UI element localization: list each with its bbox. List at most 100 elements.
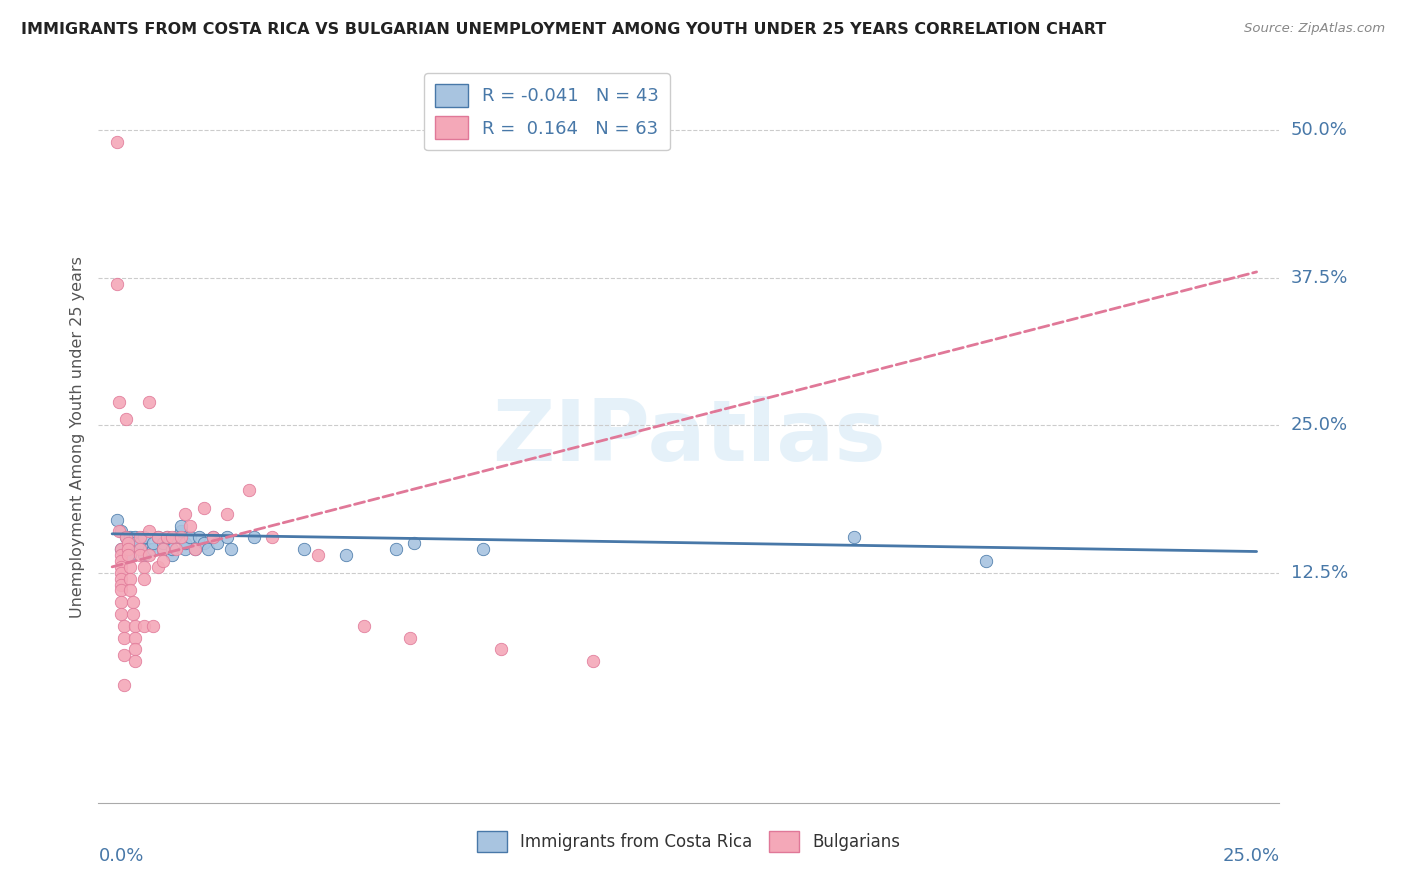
Text: 37.5%: 37.5% — [1291, 268, 1348, 287]
Point — [160, 548, 183, 562]
Point — [112, 619, 135, 633]
Point — [105, 135, 128, 149]
Point — [120, 572, 142, 586]
Point — [174, 507, 197, 521]
Point — [110, 577, 132, 591]
Point — [110, 566, 132, 580]
Point — [582, 654, 605, 668]
Point — [262, 530, 284, 544]
Point — [160, 530, 183, 544]
Point — [128, 536, 150, 550]
Point — [243, 530, 266, 544]
Point — [124, 654, 146, 668]
Point — [115, 530, 138, 544]
Text: 0.0%: 0.0% — [98, 847, 143, 864]
Point — [170, 524, 193, 539]
Point — [120, 559, 142, 574]
Point — [152, 542, 174, 557]
Point — [215, 530, 238, 544]
Point — [238, 483, 260, 498]
Point — [307, 548, 329, 562]
Point — [207, 536, 229, 550]
Point — [174, 536, 197, 550]
Point — [976, 554, 998, 568]
Point — [117, 542, 139, 557]
Point — [188, 530, 211, 544]
Text: IMMIGRANTS FROM COSTA RICA VS BULGARIAN UNEMPLOYMENT AMONG YOUTH UNDER 25 YEARS : IMMIGRANTS FROM COSTA RICA VS BULGARIAN … — [21, 22, 1107, 37]
Point — [105, 277, 128, 291]
Point — [124, 619, 146, 633]
Point — [120, 583, 142, 598]
Point — [110, 542, 132, 557]
Text: 50.0%: 50.0% — [1291, 121, 1347, 139]
Point — [110, 559, 132, 574]
Point — [124, 642, 146, 657]
Point — [142, 542, 165, 557]
Point — [353, 619, 375, 633]
Text: 25.0%: 25.0% — [1222, 847, 1279, 864]
Point — [142, 536, 165, 550]
Point — [110, 554, 132, 568]
Point — [110, 524, 132, 539]
Point — [156, 530, 179, 544]
Point — [385, 542, 408, 557]
Point — [128, 542, 150, 557]
Point — [110, 572, 132, 586]
Point — [124, 631, 146, 645]
Point — [108, 524, 131, 539]
Legend: Immigrants from Costa Rica, Bulgarians: Immigrants from Costa Rica, Bulgarians — [468, 822, 910, 860]
Point — [138, 394, 160, 409]
Point — [156, 530, 179, 544]
Point — [134, 619, 156, 633]
Point — [160, 542, 183, 557]
Point — [170, 518, 193, 533]
Point — [842, 530, 865, 544]
Point — [138, 542, 160, 557]
Point — [491, 642, 513, 657]
Point — [128, 530, 150, 544]
Point — [471, 542, 494, 557]
Point — [134, 548, 156, 562]
Point — [112, 678, 135, 692]
Point — [128, 548, 150, 562]
Point — [146, 559, 169, 574]
Point — [112, 648, 135, 663]
Point — [404, 536, 426, 550]
Point — [193, 500, 215, 515]
Point — [152, 536, 174, 550]
Point — [115, 530, 138, 544]
Point — [165, 530, 187, 544]
Point — [115, 412, 138, 426]
Point — [117, 536, 139, 550]
Point — [170, 530, 193, 544]
Point — [183, 542, 205, 557]
Point — [142, 619, 165, 633]
Point — [335, 548, 357, 562]
Y-axis label: Unemployment Among Youth under 25 years: Unemployment Among Youth under 25 years — [69, 256, 84, 618]
Point — [138, 524, 160, 539]
Point — [179, 518, 201, 533]
Text: 12.5%: 12.5% — [1291, 564, 1348, 582]
Point — [112, 631, 135, 645]
Point — [117, 548, 139, 562]
Point — [146, 530, 169, 544]
Point — [110, 548, 132, 562]
Point — [110, 595, 132, 609]
Point — [121, 607, 143, 621]
Point — [398, 631, 420, 645]
Point — [124, 530, 146, 544]
Point — [193, 536, 215, 550]
Point — [110, 542, 132, 557]
Point — [110, 583, 132, 598]
Point — [201, 530, 224, 544]
Point — [108, 394, 131, 409]
Point — [183, 542, 205, 557]
Point — [179, 530, 201, 544]
Point — [120, 548, 142, 562]
Point — [219, 542, 242, 557]
Point — [134, 559, 156, 574]
Point — [128, 542, 150, 557]
Point — [197, 542, 219, 557]
Text: Source: ZipAtlas.com: Source: ZipAtlas.com — [1244, 22, 1385, 36]
Point — [152, 542, 174, 557]
